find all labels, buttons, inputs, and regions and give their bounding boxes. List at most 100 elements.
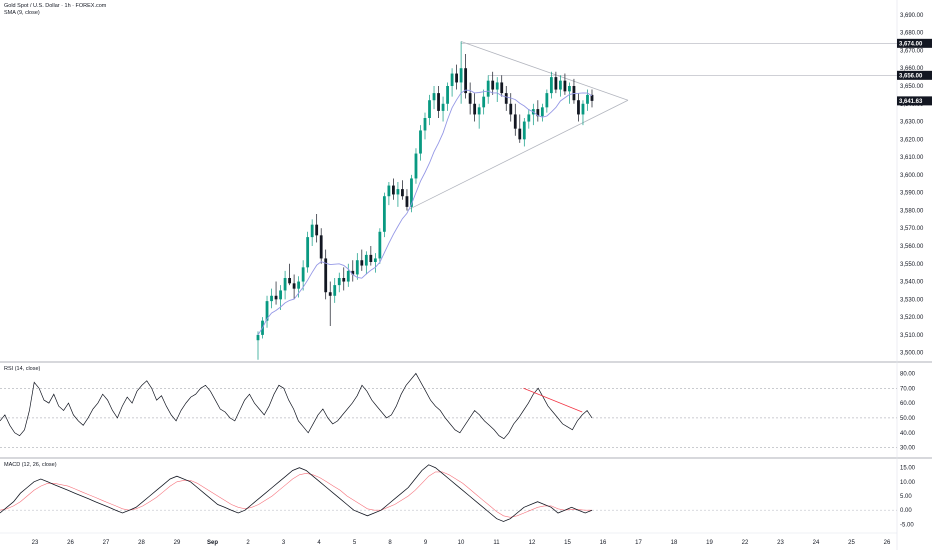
candle-body: [527, 114, 531, 122]
macd-tick-label: 15.00: [900, 466, 916, 472]
time-tick-label: 19: [706, 540, 713, 546]
price-tick-label: 3,590.00: [900, 191, 924, 197]
time-tick-label: 29: [174, 540, 181, 546]
candle-body: [265, 301, 269, 321]
rsi-line: [0, 372, 593, 440]
candle-body: [382, 196, 386, 232]
candle-body: [387, 185, 391, 197]
candle-body: [554, 77, 558, 90]
rsi-tick-label: 30.00: [900, 446, 916, 452]
candle-body: [545, 93, 549, 108]
candle-body: [504, 93, 508, 104]
candle-body: [351, 270, 355, 275]
candle-body: [522, 121, 526, 140]
price-tick-label: 3,680.00: [900, 31, 924, 37]
time-tick-label: 10: [458, 540, 465, 546]
candle-body: [419, 130, 422, 154]
candle-body: [292, 283, 296, 289]
candle-body: [414, 153, 418, 179]
candle-body: [459, 68, 463, 83]
price-tick-label: 3,510.00: [900, 333, 924, 339]
candle-body: [473, 103, 477, 115]
time-tick-label: 26: [884, 540, 891, 546]
candle-body: [437, 93, 440, 111]
candle-body: [509, 103, 513, 115]
price-tick-label: 3,660.00: [900, 66, 924, 72]
candle-body: [306, 237, 310, 268]
sma-legend[interactable]: SMA (9, close): [4, 10, 40, 16]
symbol-title[interactable]: Gold Spot / U.S. Dollar · 1h · FOREX.com: [4, 3, 107, 9]
candle-body: [540, 107, 544, 117]
candle-body: [297, 281, 301, 289]
candle-body: [360, 260, 364, 266]
price-tick-label: 3,560.00: [900, 244, 924, 250]
candle-body: [590, 94, 594, 101]
price-badge-current: 3,641.63: [899, 99, 923, 105]
price-tick-label: 3,530.00: [900, 297, 924, 303]
macd-legend[interactable]: MACD (12, 26, close): [4, 462, 57, 468]
candle-body: [256, 334, 260, 341]
price-tick-label: 3,610.00: [900, 155, 924, 161]
rsi-tick-label: 80.00: [900, 371, 916, 377]
candle-body: [283, 278, 287, 291]
candle-body: [482, 96, 486, 108]
candle-body: [432, 93, 436, 101]
rsi-legend[interactable]: RSI (14, close): [4, 366, 41, 372]
triangle-pattern: [406, 41, 897, 211]
time-axis[interactable]: 23 26 27 28 29 Sep 2 3 4 5 8 9 10 11 12 15 16 17 18 19 22 23 2…: [32, 540, 891, 546]
candle-body: [310, 224, 314, 238]
candle-body: [369, 254, 373, 262]
time-tick-label: 2: [246, 540, 250, 546]
time-tick-label: 3: [282, 540, 286, 546]
price-tick-label: 3,690.00: [900, 13, 924, 19]
macd-line: [0, 464, 593, 522]
time-tick-label: Sep: [207, 540, 218, 546]
candle-body: [500, 82, 504, 94]
candle-body: [559, 80, 562, 90]
price-tick-label: 3,630.00: [900, 120, 924, 126]
sma-layer: [257, 89, 593, 336]
rsi-tick-label: 40.00: [900, 431, 916, 437]
time-tick-label: 9: [424, 540, 428, 546]
candle-body: [342, 278, 346, 282]
candle-body: [477, 107, 481, 115]
price-tick-label: 3,650.00: [900, 84, 924, 90]
candle-body: [324, 258, 328, 293]
candle-body: [301, 267, 305, 282]
price-tick-label: 3,520.00: [900, 315, 924, 321]
candle-body: [450, 73, 454, 86]
candle-body: [405, 196, 409, 207]
candle-body: [337, 278, 341, 286]
candle-body: [315, 224, 319, 236]
rsi-tick-label: 70.00: [900, 386, 916, 392]
price-axis[interactable]: 3,690.00 3,680.00 3,670.00 3,660.00 3,650.00…: [900, 13, 924, 528]
price-tick-label: 3,620.00: [900, 137, 924, 143]
candle-body: [355, 260, 359, 275]
triangle-upper-line: [460, 41, 629, 101]
candle-body: [491, 80, 495, 90]
candle-body: [423, 118, 427, 131]
time-tick-label: 11: [493, 540, 500, 546]
candle-body: [328, 292, 332, 296]
candle-body: [581, 103, 585, 115]
candle-body: [549, 77, 553, 94]
candle-body: [468, 93, 472, 104]
candle-body: [513, 114, 517, 129]
candle-body: [455, 73, 458, 83]
candle-body: [270, 295, 273, 302]
time-tick-label: 15: [564, 540, 571, 546]
time-tick-label: 23: [777, 540, 784, 546]
time-tick-label: 28: [138, 540, 145, 546]
price-tick-label: 3,570.00: [900, 226, 924, 232]
candle-body: [577, 100, 580, 115]
rsi-tick-label: 50.00: [900, 416, 916, 422]
candle-body: [279, 290, 282, 300]
candle-body: [346, 270, 350, 282]
price-tick-label: 3,670.00: [900, 48, 924, 54]
price-badge-mid-bg: [897, 70, 932, 80]
time-tick-label: 18: [671, 540, 678, 546]
candle-body: [486, 80, 490, 97]
candle-body: [428, 100, 431, 118]
candle-body: [392, 185, 395, 195]
